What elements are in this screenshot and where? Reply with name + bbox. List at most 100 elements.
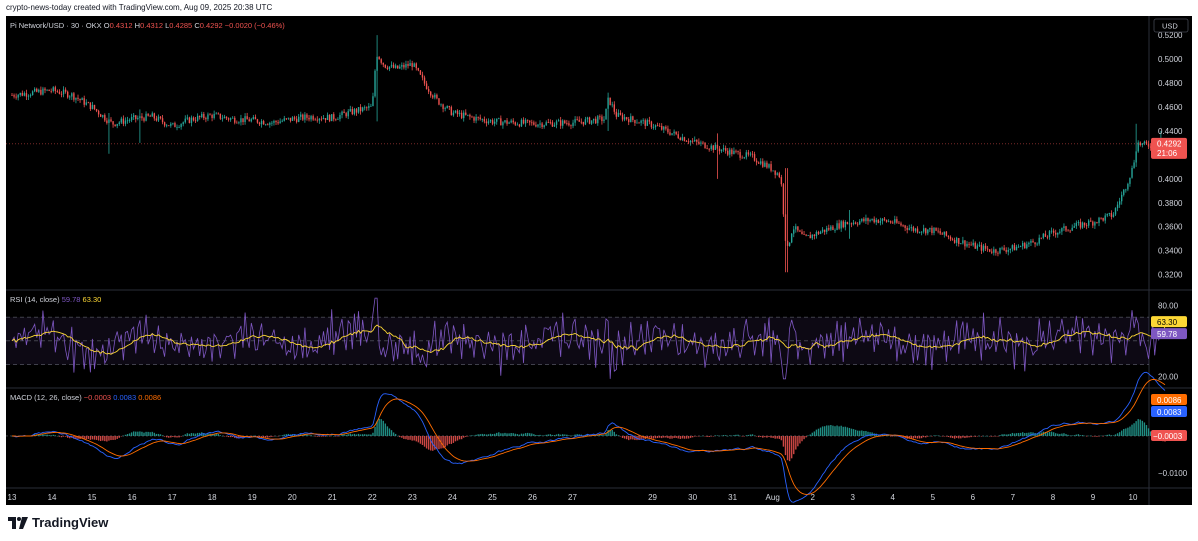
candle-body [1040,237,1042,239]
candle-body [836,223,838,230]
candle-body [972,242,974,246]
time-tick-label: 22 [368,493,377,502]
candle-body [828,228,830,230]
candle-body [743,157,745,159]
candle-body [157,116,160,121]
candle-body [755,160,758,163]
candle-body [467,114,469,116]
candle-body [316,119,318,121]
candle-body [856,223,859,225]
candle-body [935,227,937,231]
candle-body [772,170,774,172]
macd-histogram-bar [40,435,42,436]
macd-histogram-bar [170,435,172,438]
tradingview-logo-icon [8,516,28,529]
macd-histogram-bar [762,435,764,438]
candle-body [669,132,671,135]
candle-body [927,229,929,234]
macd-histogram-bar [912,435,915,439]
macd-histogram-bar [984,435,987,437]
rsi-pane[interactable] [6,297,1166,380]
candle-body [209,114,211,116]
candle-body [1007,249,1009,252]
macd-histogram-bar [42,434,44,436]
candle-body [722,148,725,150]
macd-histogram-bar [366,434,368,436]
candle-body [97,110,100,115]
candle-body [974,242,976,249]
macd-histogram-bar [1050,431,1053,436]
candle-body [401,64,403,67]
chart-svg[interactable]: 13 14 15 16 17 18 19 20 21 22 23 24 25 26 27 29 30 31 Aug 2… [6,16,1192,505]
time-axis[interactable]: 13 14 15 16 17 18 19 20 21 22 23 24 25 26 27 29 30 31 Aug 2… [8,493,1138,502]
macd-pane[interactable] [6,371,1166,503]
price-tick-label: 0.3800 [1158,199,1183,208]
macd-histogram-bar [1063,433,1065,436]
candle-body [679,138,681,141]
rsi-legend: RSI (14, close) 59.78 63.30 [10,295,101,304]
candle-body [953,239,956,243]
macd-histogram-bar [529,433,531,436]
candle-body [968,243,970,245]
macd-histogram-bar [908,435,910,439]
last-price-badge [1151,137,1187,159]
price-legend-part: H [135,21,140,30]
macd-histogram-bar [1026,432,1028,436]
candle-body [803,234,805,235]
macd-histogram-bar [1139,419,1141,436]
candle-body [368,106,370,108]
candle-body [632,116,634,120]
candle-body [1038,237,1040,244]
macd-histogram-bar [293,434,296,436]
macd-histogram-bar [135,431,137,436]
macd-histogram-bar [1079,435,1082,436]
candle-body [186,117,189,119]
candle-body [141,116,143,119]
macd-histogram-bar [87,435,90,439]
macd-histogram-bar [85,435,87,440]
macd-histogram-bar [73,435,75,439]
candle-body [797,226,799,231]
macd-histogram-bar [1110,435,1113,436]
candle-body [518,124,521,127]
macd-histogram-bar [729,435,731,436]
macd-histogram-bar [48,434,50,436]
candle-body [912,227,915,231]
candle-body [151,113,153,117]
candle-body [479,117,481,120]
candle-body [757,162,760,164]
macd-histogram-bar [933,435,935,436]
candle-body [865,218,867,222]
macd-histogram-bar [1073,435,1075,436]
macd-histogram-bar [159,434,162,436]
candle-body [328,114,331,122]
candle-body [997,252,999,254]
macd-histogram-bar [980,435,983,437]
macd-histogram-bar [848,427,851,436]
macd-histogram-bar [66,435,69,438]
chart-frame[interactable]: 13 14 15 16 17 18 19 20 21 22 23 24 25 26 27 29 30 31 Aug 2… [6,16,1192,505]
tradingview-logo[interactable]: TradingView [8,515,108,530]
candle-body [314,119,316,121]
candle-body [310,116,312,120]
candle-body [85,102,87,105]
macd-histogram-bar [691,435,694,438]
macd-histogram-bar [376,421,378,436]
macd-histogram-bar [77,435,79,439]
candle-body [859,221,861,225]
macd-histogram-bar [673,435,675,439]
candle-body [720,149,723,152]
candle-body [504,120,506,123]
candle-body [1112,214,1115,217]
candle-body [221,118,224,120]
candle-body [42,88,44,95]
currency-button[interactable] [1153,18,1189,33]
price-tick-label: 0.4600 [1158,103,1183,112]
time-tick-label: Aug [766,493,780,502]
candle-body [986,248,989,250]
macd-histogram-bar [856,430,859,436]
price-pane[interactable] [6,16,1192,505]
candle-body [471,116,473,118]
macd-histogram-bar [1135,421,1137,436]
macd-histogram-bar [58,435,61,437]
